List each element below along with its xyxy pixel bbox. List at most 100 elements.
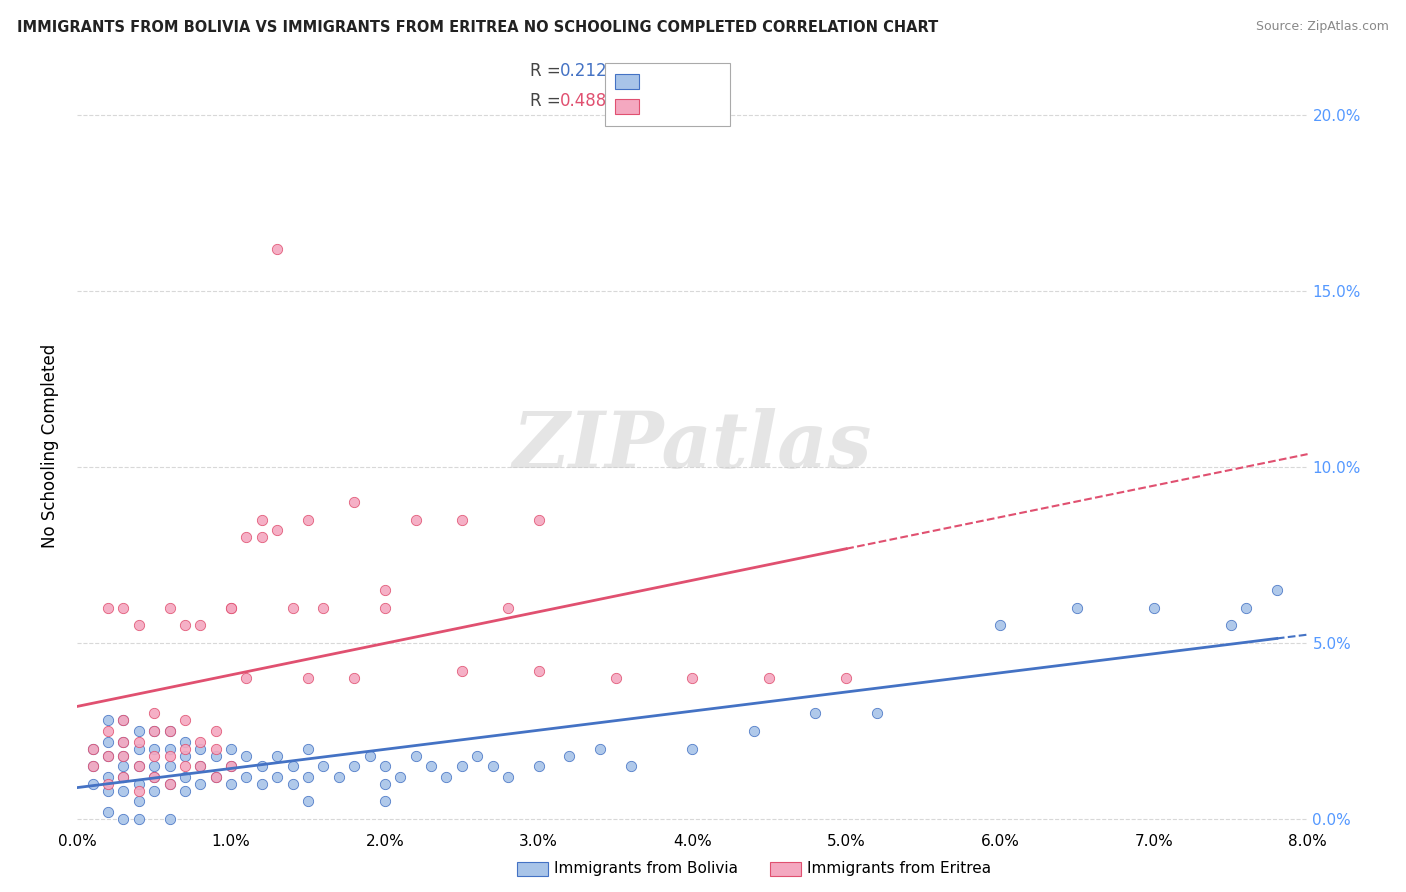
Point (250, 777, 273, 791)
Point (465, 748, 488, 763)
Point (436, 770, 458, 784)
Point (204, 770, 226, 784)
Point (188, 734, 212, 748)
Point (281, 759, 304, 773)
Point (343, 671, 366, 685)
Text: N =: N = (596, 92, 650, 110)
Point (804, 706, 827, 721)
Point (159, 724, 181, 739)
Point (405, 513, 427, 527)
Point (682, 741, 704, 756)
Point (97, 724, 120, 739)
Point (250, 531, 273, 545)
Point (174, 618, 197, 632)
Text: Immigrants from Bolivia: Immigrants from Bolivia (554, 862, 738, 876)
Point (374, 600, 396, 615)
Point (835, 671, 858, 685)
Point (112, 748, 135, 763)
Point (235, 770, 257, 784)
Point (266, 770, 288, 784)
Point (174, 784, 197, 798)
Point (159, 777, 181, 791)
Point (1143, 600, 1166, 615)
Point (112, 812, 135, 826)
Point (343, 495, 366, 509)
Point (297, 741, 319, 756)
Point (558, 748, 581, 763)
Point (112, 770, 135, 784)
Point (758, 671, 780, 685)
Point (297, 513, 319, 527)
Point (297, 770, 319, 784)
Point (204, 724, 226, 739)
Point (188, 618, 212, 632)
Point (297, 794, 319, 808)
Point (128, 741, 150, 756)
Point (250, 759, 273, 773)
Text: IMMIGRANTS FROM BOLIVIA VS IMMIGRANTS FROM ERITREA NO SCHOOLING COMPLETED CORREL: IMMIGRANTS FROM BOLIVIA VS IMMIGRANTS FR… (17, 20, 938, 35)
Point (188, 777, 212, 791)
Point (143, 784, 166, 798)
Point (143, 770, 166, 784)
Point (143, 759, 166, 773)
Point (219, 600, 242, 615)
Point (1265, 583, 1288, 598)
Point (82, 759, 104, 773)
Point (97, 600, 120, 615)
Point (112, 734, 135, 748)
Point (112, 734, 135, 748)
Point (266, 242, 288, 256)
Point (374, 777, 396, 791)
Text: R =: R = (530, 92, 567, 110)
Point (866, 706, 889, 721)
Point (128, 777, 150, 791)
Point (97, 748, 120, 763)
Text: 84: 84 (637, 62, 661, 80)
Point (97, 748, 120, 763)
Point (143, 724, 166, 739)
Point (143, 724, 166, 739)
Point (159, 741, 181, 756)
Point (389, 770, 412, 784)
Point (128, 784, 150, 798)
Point (174, 748, 197, 763)
Point (159, 812, 181, 826)
Point (143, 770, 166, 784)
Point (250, 513, 273, 527)
Text: R =: R = (530, 62, 567, 80)
Point (112, 600, 135, 615)
Point (496, 770, 519, 784)
Legend:               ,               : , (605, 63, 731, 126)
Point (219, 759, 242, 773)
Point (374, 794, 396, 808)
Point (527, 513, 550, 527)
Point (481, 759, 503, 773)
Point (174, 734, 197, 748)
Point (159, 777, 181, 791)
Point (742, 724, 765, 739)
Point (235, 748, 257, 763)
Point (112, 784, 135, 798)
Point (128, 759, 150, 773)
Text: 0.212: 0.212 (560, 62, 607, 80)
Point (605, 671, 627, 685)
Point (143, 741, 166, 756)
Point (159, 748, 181, 763)
Point (97, 805, 120, 819)
Point (128, 724, 150, 739)
Point (219, 759, 242, 773)
Point (97, 777, 120, 791)
Point (204, 741, 226, 756)
Point (82, 759, 104, 773)
Point (82, 741, 104, 756)
Text: Immigrants from Eritrea: Immigrants from Eritrea (807, 862, 991, 876)
Y-axis label: No Schooling Completed: No Schooling Completed (41, 344, 59, 548)
Point (527, 759, 550, 773)
Point (328, 770, 350, 784)
Point (97, 784, 120, 798)
Point (128, 812, 150, 826)
Point (82, 741, 104, 756)
Point (450, 513, 472, 527)
Point (174, 714, 197, 728)
Point (188, 741, 212, 756)
